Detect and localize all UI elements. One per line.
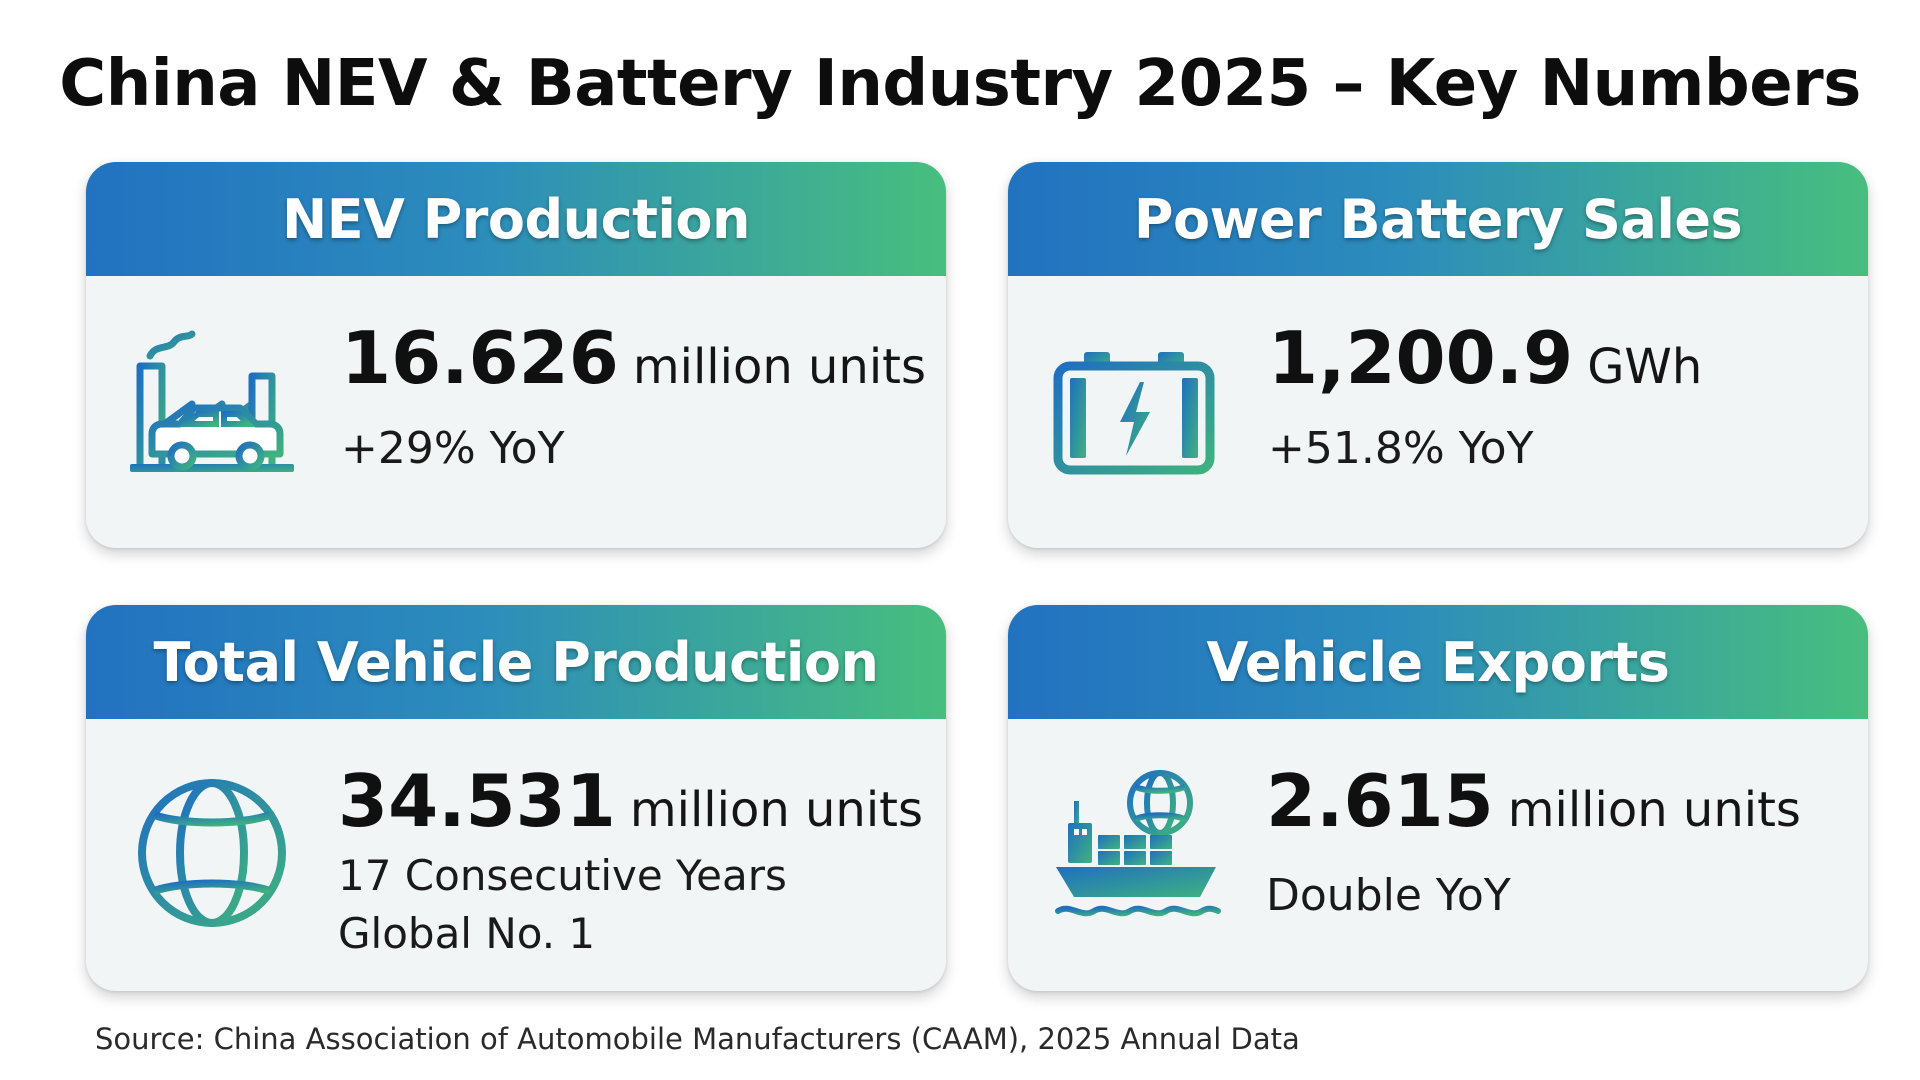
- card-body: 1,200.9 GWh +51.8% YoY: [1008, 276, 1868, 548]
- card-nev-production: NEV Production: [86, 162, 946, 548]
- stat-value-row: 2.615 million units: [1266, 765, 1801, 837]
- stat-value-row: 34.531 million units: [338, 765, 923, 837]
- card-power-battery-sales: Power Battery Sales 1: [1008, 162, 1868, 548]
- stat-unit: GWh: [1587, 339, 1703, 395]
- stat-value-row: 1,200.9 GWh: [1268, 322, 1702, 394]
- card-vehicle-exports: Vehicle Exports: [1008, 605, 1868, 991]
- card-body: 34.531 million units 17 Consecutive Years…: [86, 719, 946, 991]
- battery-icon: [1044, 316, 1224, 496]
- card-header: NEV Production: [86, 162, 946, 276]
- stat-change: +29% YoY: [341, 423, 565, 474]
- stat-value-row: 16.626 million units: [341, 322, 926, 394]
- stat-unit: million units: [1507, 782, 1801, 838]
- card-body: 16.626 million units +29% YoY: [86, 276, 946, 548]
- stat-change: +51.8% YoY: [1268, 423, 1534, 474]
- stat-unit: million units: [629, 782, 923, 838]
- card-body: 2.615 million units Double YoY: [1008, 719, 1868, 991]
- stat-value: 16.626: [341, 316, 619, 400]
- card-title: Total Vehicle Production: [153, 630, 879, 694]
- card-header: Power Battery Sales: [1008, 162, 1868, 276]
- card-header: Total Vehicle Production: [86, 605, 946, 719]
- stat-change: Double YoY: [1266, 870, 1511, 921]
- cargo-ship-icon: [1048, 763, 1228, 943]
- globe-icon: [122, 763, 302, 943]
- stat-value: 1,200.9: [1268, 316, 1574, 400]
- card-title: Power Battery Sales: [1133, 187, 1743, 251]
- page-title: China NEV & Battery Industry 2025 – Key …: [59, 47, 1861, 121]
- stat-value: 34.531: [338, 759, 616, 843]
- card-header: Vehicle Exports: [1008, 605, 1868, 719]
- factory-car-icon: [122, 316, 302, 496]
- source-note: Source: China Association of Automobile …: [95, 1022, 1300, 1056]
- card-title: Vehicle Exports: [1206, 630, 1670, 694]
- stat-value: 2.615: [1266, 759, 1494, 843]
- stat-note-line-2: Global No. 1: [338, 909, 596, 958]
- stat-note-line-1: 17 Consecutive Years: [338, 851, 787, 900]
- card-title: NEV Production: [282, 187, 750, 251]
- card-total-vehicle-production: Total Vehicle Production 34.531 million u…: [86, 605, 946, 991]
- stat-unit: million units: [632, 339, 926, 395]
